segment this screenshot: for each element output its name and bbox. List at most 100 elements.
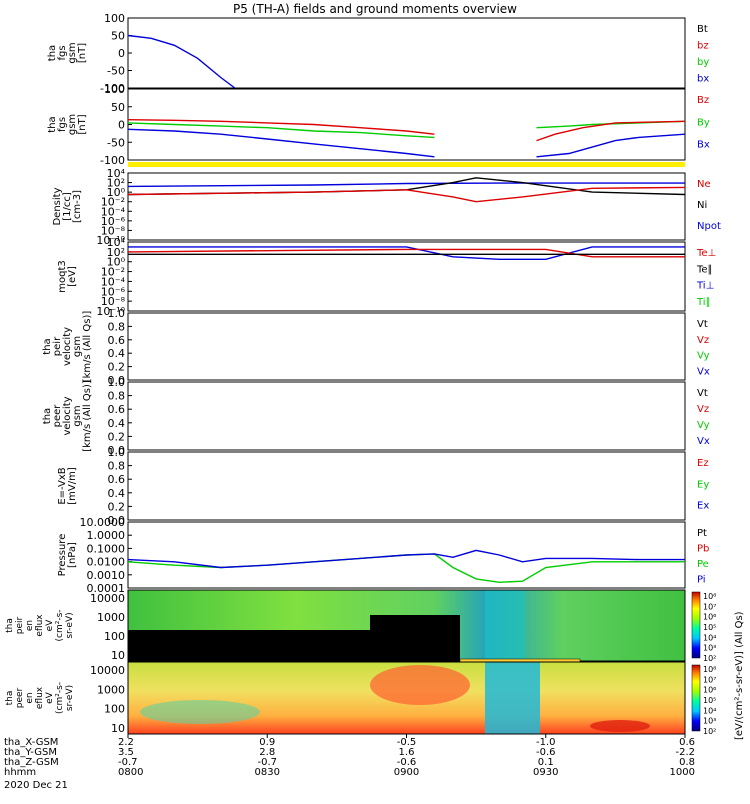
panel-fgs: 100 50 0 -50 -100 tha fgs gsm [nT] Bt bz by bx [47, 12, 709, 95]
legend-Bz: Bz [697, 95, 709, 106]
y-tick-label: 10⁻¹⁰ [96, 234, 125, 247]
series-bx [127, 34, 236, 89]
y-tick-label: -100 [100, 154, 125, 167]
y-axis-label: [mV/m] [67, 467, 78, 505]
y-axis-label: [eV] [67, 266, 78, 287]
series-By [127, 122, 435, 139]
footer-z-value: -0.7 [257, 757, 277, 768]
y-tick-label: 10⁻² [101, 266, 125, 279]
electron-spectrogram-hot-region [370, 665, 470, 705]
colorbar-label: [eV/(cm²-s-sr-eV)] (All Qs) [734, 611, 745, 740]
y-axis-label: velocity [62, 327, 73, 366]
y-axis-label: tha [42, 338, 53, 354]
footer-time-value: 0900 [394, 767, 419, 778]
colorbar-tick-label: 10⁴ [703, 633, 716, 642]
electron-colorbar [691, 664, 701, 732]
y-tick-label: 100 [104, 703, 125, 716]
y-tick-label: 0.4 [108, 347, 126, 360]
y-axis-label: gsm [67, 42, 78, 63]
y-tick-label: 0.1000 [87, 542, 126, 555]
legend-Pe: Pe [697, 559, 709, 570]
y-tick-label: 0.0 [108, 444, 126, 457]
y-tick-label: 0.6 [108, 403, 126, 416]
footer-x-value: 0.6 [679, 737, 695, 748]
y-axis-label: [nT] [77, 43, 88, 63]
electron-spectrogram-panel [127, 661, 686, 735]
y-tick-label: -100 [100, 82, 125, 95]
series-Npot [127, 182, 685, 188]
y-tick-label: 10.0000 [80, 516, 126, 529]
legend-Vz: Vz [697, 404, 709, 415]
footer-z-value: 0.1 [538, 757, 554, 768]
colorbar-tick-label: 10³ [703, 644, 716, 653]
legend-Vx: Vx [697, 436, 710, 447]
y-axis-label: gsm [72, 405, 83, 426]
footer-row-label: hhmm [4, 767, 36, 778]
y-tick-label: -50 [107, 136, 125, 149]
y-axis-label: eflux [35, 686, 45, 709]
y-axis-label: (cm²-s- [55, 609, 65, 641]
y-axis-label: en [25, 620, 35, 631]
legend-Vx: Vx [697, 366, 710, 377]
ion-colorbar [691, 591, 701, 659]
y-axis-label: tha [5, 618, 15, 633]
series-Bz [127, 119, 435, 135]
y-tick-label: 0.4 [108, 417, 126, 430]
y-tick-label: 10² [107, 246, 125, 259]
legend-Vt: Vt [697, 388, 708, 399]
y-tick-label: 0.2 [108, 361, 126, 374]
colorbar-tick-label: 10⁷ [703, 675, 716, 684]
y-axis-label: gsm [67, 114, 78, 135]
flag-bar [128, 162, 685, 167]
y-tick-label: 0.0001 [87, 582, 126, 595]
y-axis-label: [cm-3] [72, 190, 83, 223]
ion-spectrogram-core-dark [370, 615, 460, 661]
y-tick-label: 10⁻⁶ [101, 215, 126, 228]
y-tick-label: 0.6 [108, 334, 126, 347]
axes-ion_spectrogram: 10000 1000 100 10 tha peir en eflux eV (cm²-s-sr-… [5, 592, 132, 662]
y-axis-label: sr-eV) [65, 685, 75, 711]
footer-y-value: 3.5 [118, 747, 134, 758]
y-axis-label: peir [15, 616, 25, 634]
y-tick-label: 1000 [97, 683, 125, 696]
legend-Pb: Pb [697, 544, 709, 555]
colorbar-tick-label: 10⁵ [703, 623, 716, 632]
footer-row-label: tha_Y-GSM [4, 747, 57, 758]
series-Ti⊥ [128, 246, 685, 260]
y-axis-label: Density [52, 187, 63, 225]
legend-Te⊥: Te⊥ [696, 248, 716, 259]
footer-x-value: -0.5 [397, 737, 417, 748]
footer-z-value: -0.7 [118, 757, 138, 768]
legend-by: by [697, 57, 709, 68]
y-axis-label: Pressure [57, 534, 68, 577]
colorbar-tick-label: 10⁵ [703, 696, 716, 705]
series-Bx [127, 128, 435, 158]
y-tick-label: 0.2 [108, 430, 126, 443]
footer-time-value: 0800 [118, 767, 143, 778]
legend-Vy: Vy [697, 420, 710, 431]
y-tick-label: 10⁰ [107, 186, 126, 199]
colorbar-tick-label: 10⁶ [703, 686, 716, 695]
y-tick-label: 10 [111, 722, 125, 735]
panel-frame [127, 312, 686, 381]
y-tick-label: 0.8 [108, 390, 126, 403]
y-tick-label: 1.0 [108, 376, 126, 389]
footer-y-value: 2.8 [259, 747, 275, 758]
y-tick-label: 10 [111, 649, 125, 662]
legend-Ti⊥: Ti⊥ [696, 281, 714, 292]
y-axis-label: tha [42, 408, 53, 424]
legend-Ne: Ne [697, 179, 711, 190]
legend-Pi: Pi [697, 575, 706, 586]
y-tick-label: 10000 [90, 592, 125, 605]
colorbar-tick-label: 10² [703, 654, 716, 663]
y-tick-label: 0.8 [108, 320, 126, 333]
y-axis-label: velocity [62, 396, 73, 435]
legend-Bx: Bx [697, 140, 710, 151]
colorbar-tick-label: 10³ [703, 717, 716, 726]
footer-time-value: 1000 [670, 767, 695, 778]
footer-y-value: 1.6 [399, 747, 415, 758]
y-axis-label: peer [15, 687, 25, 708]
